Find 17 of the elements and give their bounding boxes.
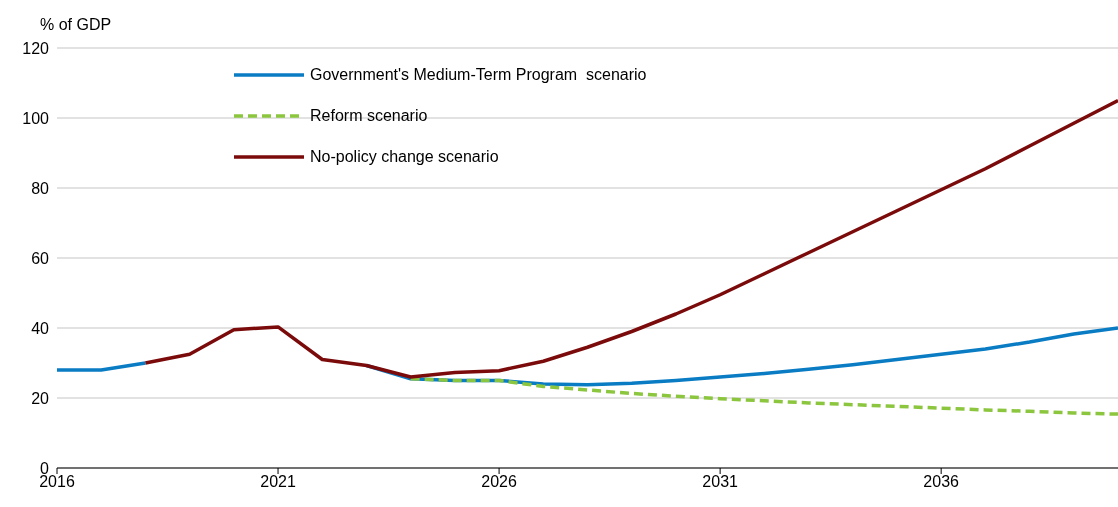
y-tick-label: 100	[22, 109, 50, 127]
line-series	[408, 377, 1118, 416]
y-tick-label: 60	[31, 249, 50, 267]
y-tick-label: 20	[31, 389, 50, 407]
y-tick-label: 80	[31, 179, 50, 197]
x-tick-label: 2021	[260, 473, 296, 491]
legend-label: Reform scenario	[310, 106, 428, 125]
legend-label: No-policy change scenario	[310, 147, 499, 166]
x-tick-label: 2026	[481, 473, 517, 491]
x-tick-label: 2031	[702, 473, 739, 491]
y-axis-title: % of GDP	[40, 16, 112, 34]
legend-label: Government's Medium-Term Program scenario	[310, 65, 647, 84]
x-tick-label: 2016	[39, 473, 75, 491]
y-tick-label: 120	[22, 39, 50, 57]
x-tick-label: 2036	[923, 473, 960, 491]
line-series	[143, 98, 1118, 379]
y-tick-label: 40	[31, 319, 50, 337]
